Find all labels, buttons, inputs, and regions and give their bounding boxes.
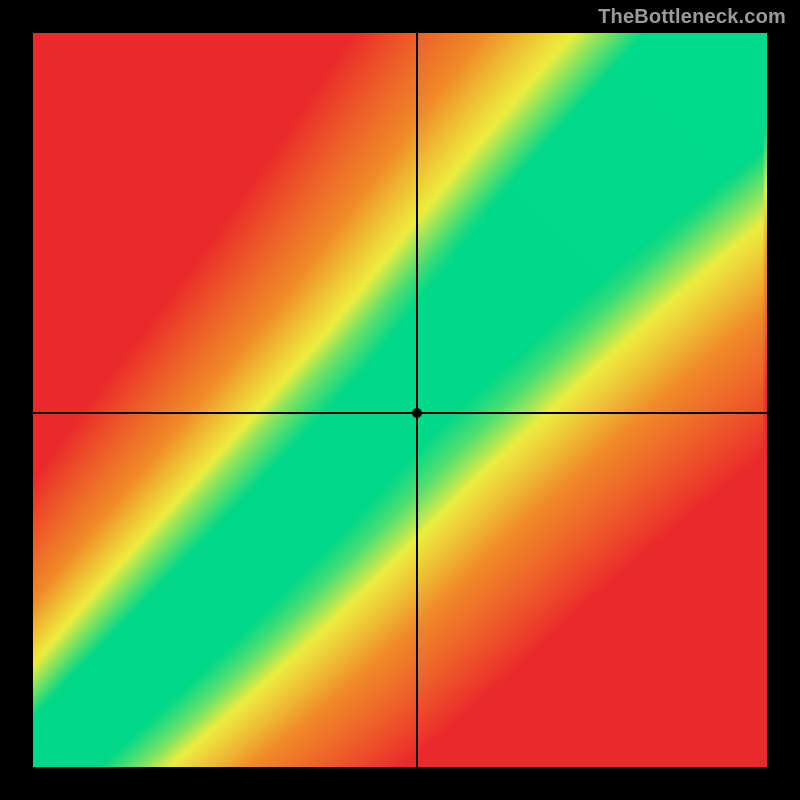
crosshair-horizontal — [33, 412, 767, 414]
chart-container: TheBottleneck.com — [0, 0, 800, 800]
data-point — [412, 408, 422, 418]
crosshair-vertical — [416, 33, 418, 767]
watermark-label: TheBottleneck.com — [598, 6, 786, 29]
watermark-text: TheBottleneck.com — [598, 6, 786, 28]
heatmap-canvas — [33, 33, 767, 767]
